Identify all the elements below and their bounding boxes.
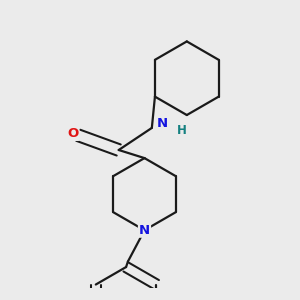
Text: N: N: [139, 224, 150, 237]
Text: H: H: [177, 124, 187, 137]
Text: N: N: [157, 117, 168, 130]
Text: O: O: [67, 127, 78, 140]
